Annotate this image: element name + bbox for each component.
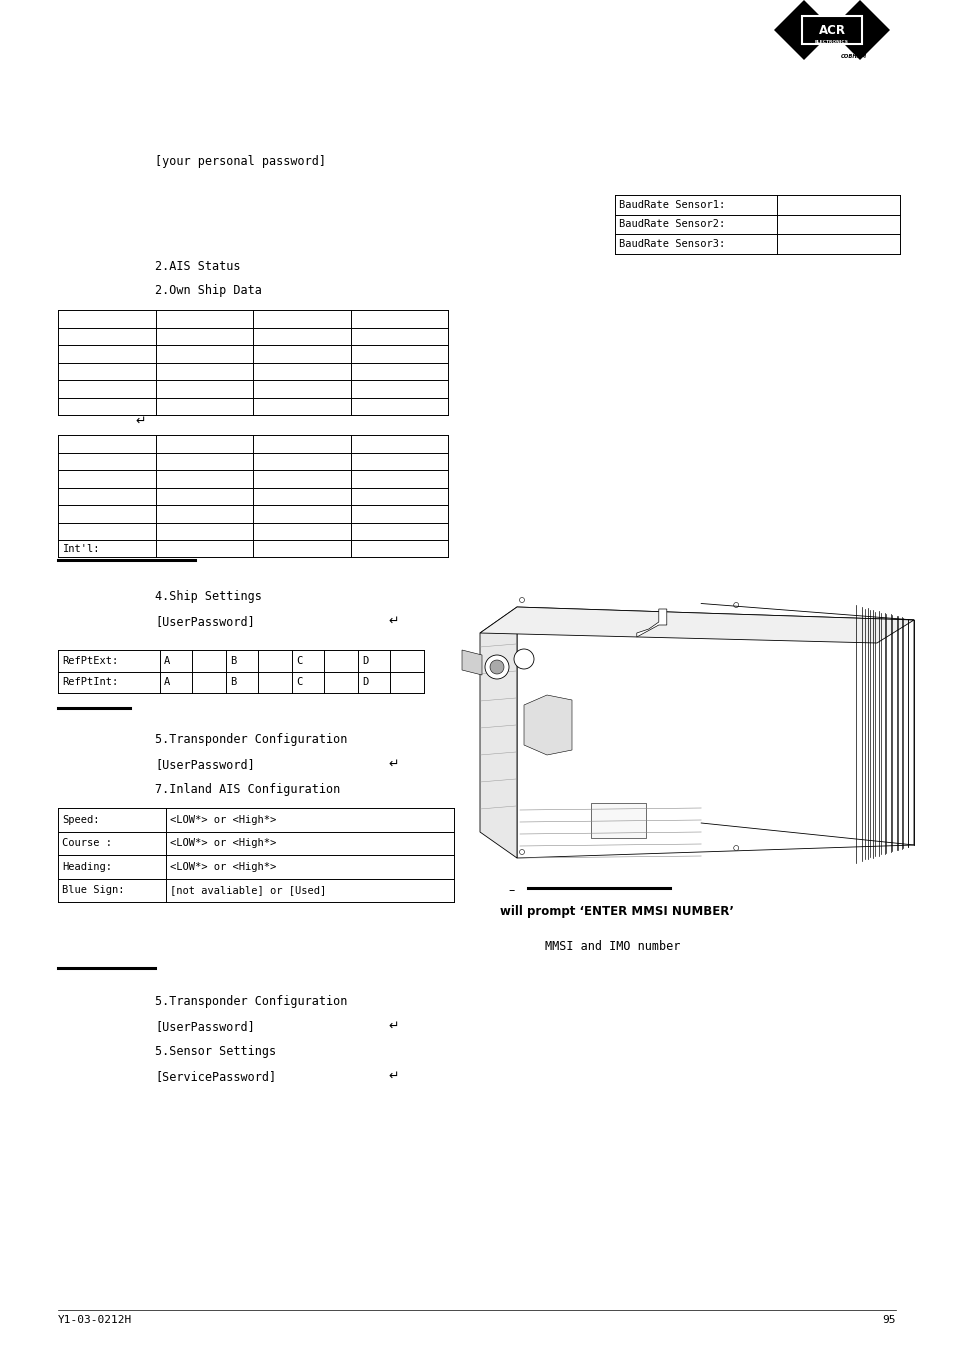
Text: Y1-03-0212H: Y1-03-0212H [58, 1315, 132, 1324]
Text: C: C [295, 656, 302, 666]
Text: 4.Ship Settings: 4.Ship Settings [154, 590, 262, 603]
Polygon shape [517, 608, 913, 859]
Text: 2.AIS Status: 2.AIS Status [154, 261, 240, 273]
Polygon shape [829, 0, 889, 59]
Text: Speed:: Speed: [62, 815, 99, 825]
Text: 5.Transponder Configuration: 5.Transponder Configuration [154, 995, 347, 1008]
Polygon shape [461, 649, 481, 675]
Circle shape [733, 845, 738, 850]
Circle shape [519, 598, 524, 602]
Polygon shape [523, 695, 572, 755]
Text: MMSI and IMO number: MMSI and IMO number [544, 940, 679, 953]
Polygon shape [773, 0, 833, 59]
Text: will prompt ‘ENTER MMSI NUMBER’: will prompt ‘ENTER MMSI NUMBER’ [499, 904, 733, 918]
Polygon shape [479, 608, 517, 859]
Circle shape [484, 655, 509, 679]
Text: BaudRate Sensor3:: BaudRate Sensor3: [618, 239, 724, 248]
Text: ↵: ↵ [388, 757, 398, 771]
Text: COBHAM: COBHAM [840, 54, 866, 58]
Text: Course :: Course : [62, 838, 112, 848]
Circle shape [514, 649, 534, 670]
Text: Int'l:: Int'l: [63, 544, 100, 554]
Text: ↵: ↵ [388, 616, 398, 628]
Text: D: D [361, 656, 368, 666]
Text: [UserPassword]: [UserPassword] [154, 757, 254, 771]
Text: RefPtExt:: RefPtExt: [62, 656, 118, 666]
Text: 7.Inland AIS Configuration: 7.Inland AIS Configuration [154, 783, 340, 796]
Text: <LOW*> or <High*>: <LOW*> or <High*> [170, 838, 276, 848]
Text: A: A [164, 656, 170, 666]
Text: –: – [508, 884, 515, 898]
Text: Heading:: Heading: [62, 861, 112, 872]
Text: ELECTRONICS: ELECTRONICS [814, 40, 848, 45]
Text: BaudRate Sensor2:: BaudRate Sensor2: [618, 219, 724, 230]
Bar [590, 803, 645, 838]
Text: [ServicePassword]: [ServicePassword] [154, 1071, 275, 1083]
Text: [UserPassword]: [UserPassword] [154, 616, 254, 628]
Text: <LOW*> or <High*>: <LOW*> or <High*> [170, 815, 276, 825]
Text: ↵: ↵ [135, 414, 146, 428]
Text: ACR: ACR [818, 23, 844, 36]
Text: B: B [230, 656, 236, 666]
Text: BaudRate Sensor1:: BaudRate Sensor1: [618, 200, 724, 209]
Polygon shape [479, 608, 913, 643]
Circle shape [490, 660, 503, 674]
Text: [not avaliable] or [Used]: [not avaliable] or [Used] [170, 886, 326, 895]
Text: [your personal password]: [your personal password] [154, 155, 326, 167]
Circle shape [733, 602, 738, 608]
Text: <LOW*> or <High*>: <LOW*> or <High*> [170, 861, 276, 872]
Text: C: C [295, 678, 302, 687]
Text: 95: 95 [882, 1315, 895, 1324]
Circle shape [519, 849, 524, 855]
Text: 5.Transponder Configuration: 5.Transponder Configuration [154, 733, 347, 747]
Polygon shape [637, 609, 666, 637]
Text: 5.Sensor Settings: 5.Sensor Settings [154, 1045, 275, 1058]
Text: ↵: ↵ [388, 1071, 398, 1083]
Text: RefPtInt:: RefPtInt: [62, 678, 118, 687]
Text: 2.Own Ship Data: 2.Own Ship Data [154, 284, 262, 297]
FancyBboxPatch shape [801, 16, 862, 45]
Text: Blue Sign:: Blue Sign: [62, 886, 125, 895]
Text: A: A [164, 678, 170, 687]
Text: ↵: ↵ [388, 1021, 398, 1033]
Text: D: D [361, 678, 368, 687]
Text: B: B [230, 678, 236, 687]
Text: [UserPassword]: [UserPassword] [154, 1021, 254, 1033]
